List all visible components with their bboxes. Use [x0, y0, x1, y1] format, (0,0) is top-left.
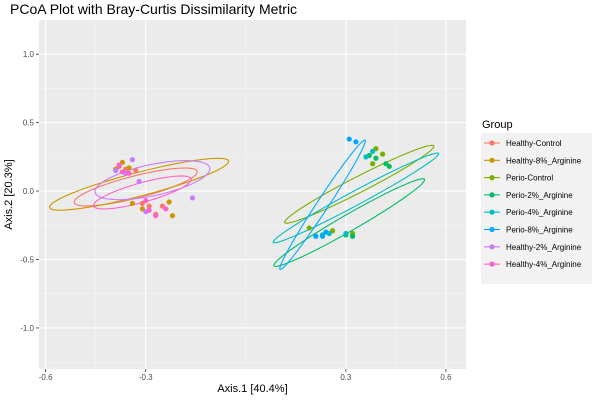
point-8-2	[119, 169, 125, 175]
legend-key-point	[489, 157, 495, 163]
ellipse-7	[94, 160, 211, 201]
point-7-1	[113, 167, 119, 174]
point-5-4	[363, 154, 369, 160]
legend-label: Healthy-4%_Arginine	[506, 260, 582, 269]
y-tick-label: -1.0	[20, 324, 34, 333]
point-2-7	[169, 213, 176, 219]
legend-key-point	[489, 175, 495, 181]
point-7-6	[189, 195, 196, 201]
legend-key-point	[489, 226, 495, 233]
point-8-5	[153, 213, 159, 219]
point-4-2	[349, 233, 356, 239]
point-4-6	[373, 155, 379, 161]
x-tick-label: 0.6	[440, 373, 452, 382]
point-6-5	[353, 139, 359, 145]
point-2-6	[166, 199, 172, 205]
point-1-3	[133, 167, 139, 174]
ellipse-5	[272, 152, 440, 244]
point-8-7	[146, 207, 152, 213]
point-8-3	[126, 170, 132, 176]
ellipse-4	[273, 178, 426, 267]
legend-label: Healthy-Control	[506, 139, 562, 148]
y-tick-label: 0.0	[23, 187, 35, 196]
point-6-4	[346, 136, 352, 142]
legend-label: Perio-Control	[506, 174, 553, 183]
plot-panel	[39, 20, 466, 369]
y-tick-label: -0.5	[20, 256, 34, 265]
x-tick-label: -0.6	[39, 373, 53, 382]
point-5-5	[369, 148, 376, 154]
point-6-3	[323, 229, 329, 235]
legend-key-point	[489, 140, 495, 146]
point-2-4	[129, 200, 136, 206]
point-8-6	[163, 206, 169, 212]
legend-key-point	[489, 209, 495, 215]
y-axis-title: Axis.2 [20.3%]	[3, 159, 15, 229]
point-8-4	[143, 198, 149, 204]
point-3-4	[369, 161, 376, 167]
ellipse-6	[279, 139, 366, 271]
point-6-2	[319, 233, 326, 239]
chart-title: PCoA Plot with Bray-Curtis Dissimilarity…	[10, 1, 297, 17]
grid	[39, 20, 466, 369]
point-3-6	[380, 151, 386, 157]
legend-label: Perio-4%_Arginine	[506, 208, 573, 217]
x-tick-label: -0.3	[139, 373, 153, 382]
point-3-1	[306, 225, 312, 231]
x-axis-title: Axis.1 [40.4%]	[217, 383, 287, 395]
legend-label: Perio-2%_Arginine	[506, 191, 573, 200]
axis-ticks: -0.6 -0.3 0.3 0.6 -1.0 -0.5 0.0 0.5 1.0	[20, 50, 452, 382]
ellipse-8	[93, 175, 192, 210]
x-tick-label: 0.3	[340, 373, 352, 382]
legend-label: Healthy-8%_Arginine	[506, 156, 582, 165]
y-tick-label: 0.5	[23, 119, 35, 128]
ellipse-2	[48, 157, 230, 211]
legend-key-point	[489, 261, 495, 267]
legend-key-point	[489, 244, 495, 250]
points	[113, 136, 392, 239]
legend-label: Perio-8%_Arginine	[506, 226, 573, 235]
legend-title: Group	[482, 119, 513, 131]
point-5-3	[343, 230, 349, 237]
legend: Group Healthy-Control Healthy-8%_Arginine…	[481, 119, 592, 284]
legend-label: Healthy-2%_Arginine	[506, 243, 582, 252]
legend-key-point	[489, 192, 495, 198]
point-7-3	[129, 157, 136, 163]
point-6-1	[313, 233, 319, 239]
point-4-5	[386, 163, 392, 170]
point-8-1	[116, 162, 122, 168]
point-1-5	[146, 203, 152, 209]
y-tick-label: 1.0	[23, 50, 35, 59]
point-7-4	[136, 178, 142, 185]
point-2-3	[126, 165, 132, 171]
